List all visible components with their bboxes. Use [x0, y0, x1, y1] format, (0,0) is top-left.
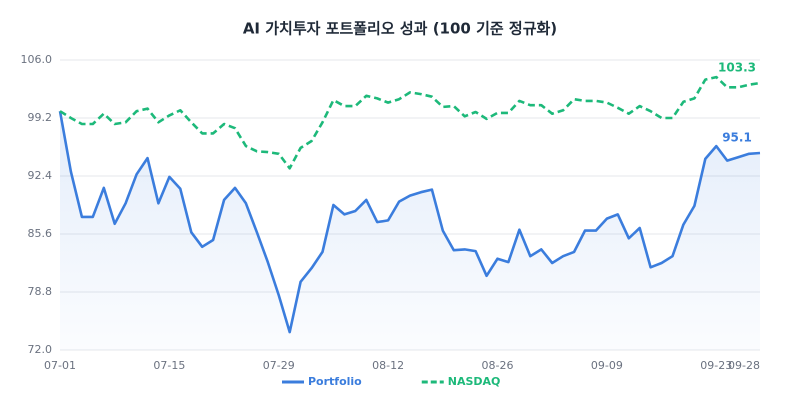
- x-tick-label: 09-23: [700, 359, 732, 372]
- area: [60, 111, 760, 350]
- y-tick-label: 72.0: [28, 343, 53, 356]
- x-tick-label: 08-12: [372, 359, 404, 372]
- end-label: 95.1: [722, 130, 752, 144]
- end-label: 103.3: [718, 61, 756, 75]
- x-tick-label: 09-09: [591, 359, 623, 372]
- y-tick-label: 78.8: [28, 285, 53, 298]
- y-tick-label: 99.2: [28, 111, 53, 124]
- x-tick-label: 09-28: [728, 359, 760, 372]
- x-tick-label: 08-26: [482, 359, 514, 372]
- legend-label: Portfolio: [308, 375, 362, 388]
- line: [58, 110, 761, 334]
- x-tick-label: 07-29: [263, 359, 295, 372]
- y-tick-label: 85.6: [28, 227, 53, 240]
- x-tick-label: 07-15: [153, 359, 185, 372]
- chart-title: AI 가치투자 포트폴리오 성과 (100 기준 정규화): [243, 20, 557, 38]
- y-tick-label: 92.4: [28, 169, 53, 182]
- line: [59, 75, 761, 170]
- legend-label: NASDAQ: [448, 375, 501, 388]
- x-tick-label: 07-01: [44, 359, 76, 372]
- y-tick-label: 106.0: [21, 53, 53, 66]
